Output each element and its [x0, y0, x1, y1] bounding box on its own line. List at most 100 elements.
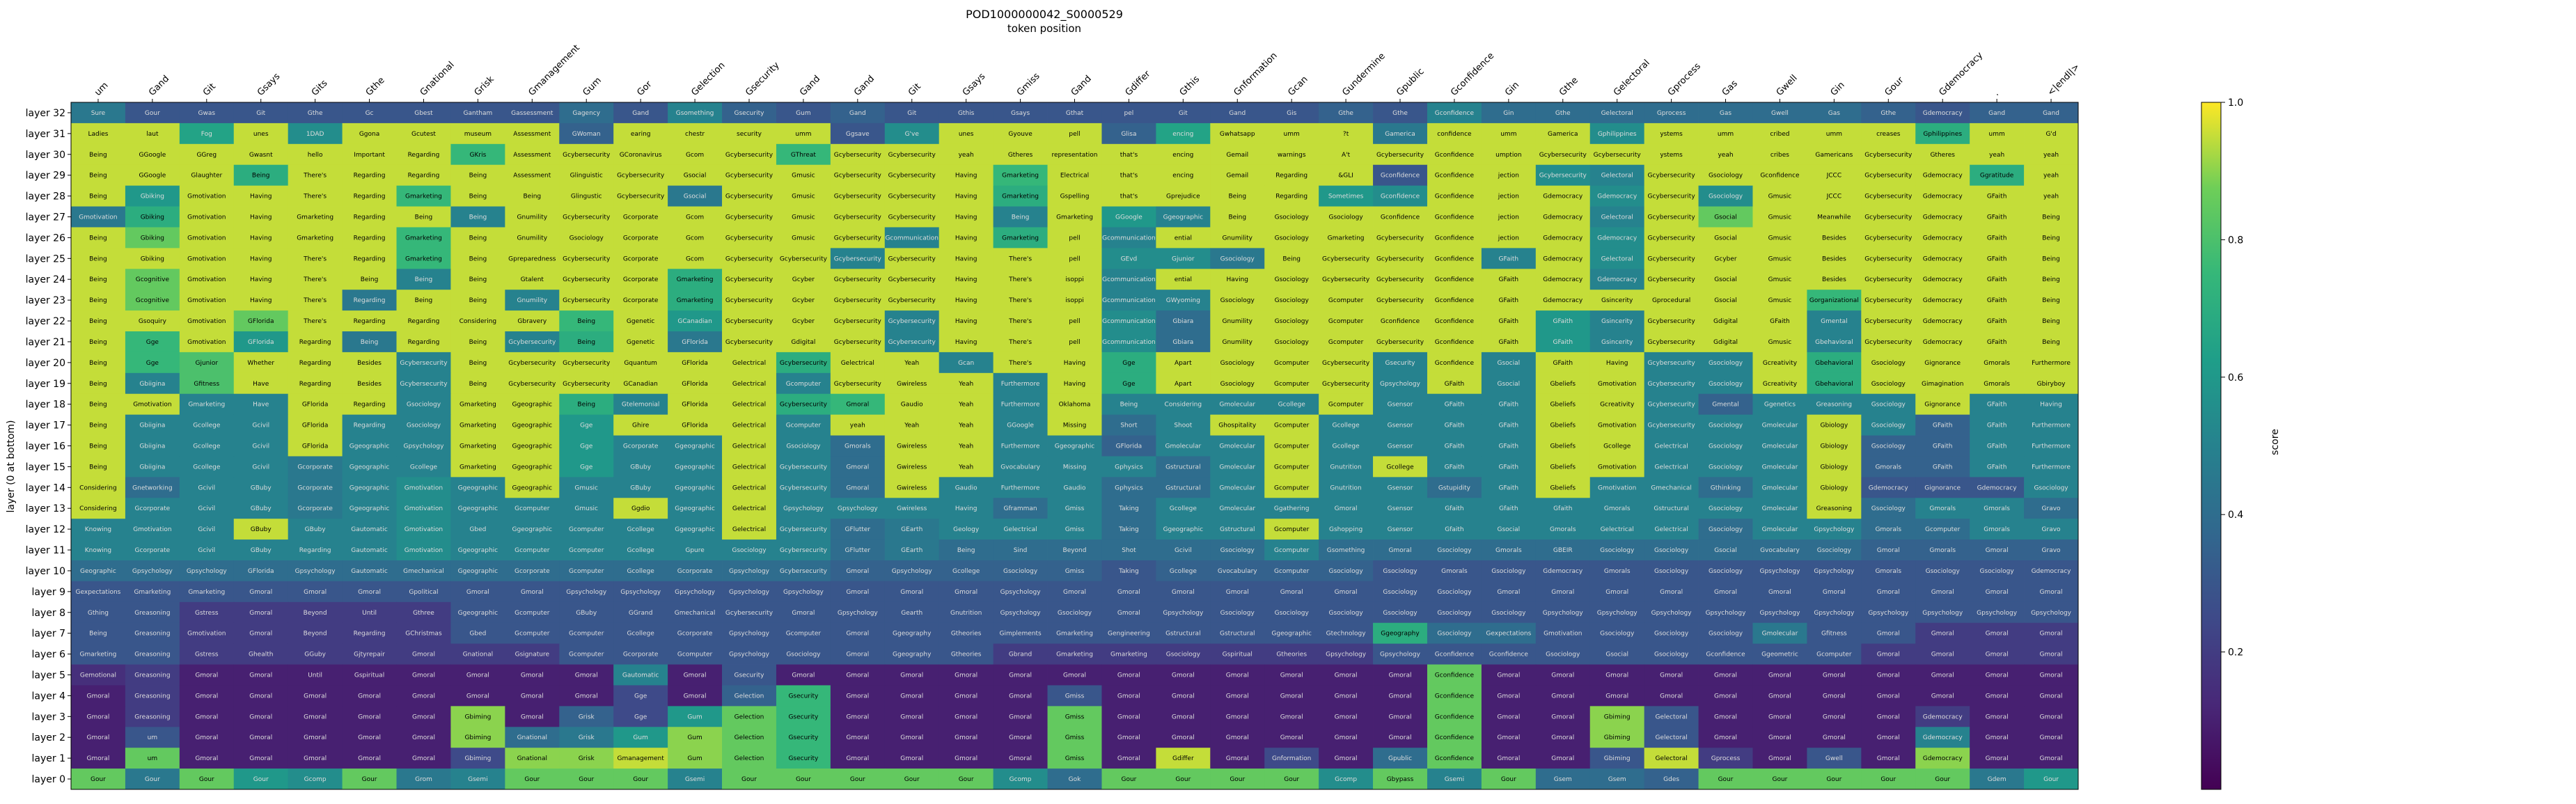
cell-token-label: Gdes — [1663, 776, 1679, 783]
heatmap-cell — [1047, 102, 1102, 124]
cell-token-label: Gmarketing — [80, 652, 117, 659]
cell-token-label: JCCC — [1826, 194, 1842, 200]
cell-token-label: Gconfidence — [1381, 318, 1420, 325]
cell-token-label: Gcybersecurity — [1864, 318, 1913, 325]
cell-token-label: Gprocess — [1711, 755, 1741, 762]
cell-token-label: Gour — [1121, 776, 1136, 783]
cell-token-label: Gnutrition — [1330, 484, 1361, 491]
cell-token-label: Gmoral — [195, 693, 218, 700]
cell-token-label: Gmoral — [1172, 589, 1195, 596]
cell-token-label: umm — [1284, 131, 1300, 138]
cell-token-label: Ggeographic — [350, 443, 390, 450]
heatmap-cell — [1481, 227, 1537, 249]
cell-token-label: Regarding — [408, 152, 440, 159]
heatmap-cell — [1210, 310, 1265, 332]
cell-token-label: Sometimes — [1328, 194, 1364, 200]
cell-token-label: Gcybersecurity — [888, 255, 936, 262]
cell-token-label: Gcybersecurity — [508, 381, 556, 388]
cell-token-label: Gmoral — [1389, 714, 1412, 720]
cell-token-label: Gmoral — [1389, 672, 1412, 679]
heatmap-cell — [2024, 164, 2079, 187]
cell-token-label: Assessment — [513, 131, 551, 138]
cell-token-label: Gmoral — [1117, 693, 1140, 700]
x-tick-label: Gnformation — [1232, 51, 1279, 98]
cell-token-label: encing — [1172, 131, 1193, 138]
cell-token-label: Gbeliefs — [1550, 423, 1576, 429]
cell-token-label: Gsociology — [1709, 423, 1743, 429]
cell-token-label: Gagency — [572, 110, 600, 117]
cell-token-label: Gconfidence — [1435, 297, 1475, 304]
cell-token-label: Gelectrical — [841, 360, 874, 367]
cell-token-label: Gour — [2043, 776, 2059, 783]
heatmap-cell — [1752, 185, 1807, 207]
cell-token-label: yeah — [1718, 152, 1733, 159]
cell-token-label: Gcorporate — [297, 505, 333, 512]
cell-token-label: Gsociology — [1275, 318, 1310, 325]
heatmap-cell — [722, 123, 777, 145]
colorbar-tick-label: 1.0 — [2228, 97, 2243, 109]
cell-token-label: Gpsychology — [132, 568, 173, 575]
cell-token-label: GFaith — [1553, 318, 1573, 325]
heatmap-cell — [1752, 310, 1807, 332]
heatmap-cell — [505, 206, 560, 228]
cell-token-label: There's — [303, 276, 327, 283]
heatmap-cell — [1210, 290, 1265, 311]
cell-token-label: Gbehavioral — [1815, 360, 1853, 367]
cell-token-label: Gsociology — [1383, 610, 1417, 617]
heatmap-cell — [1970, 164, 2025, 187]
cell-token-label: Gcom — [686, 235, 704, 242]
cell-token-label: Gour — [1175, 776, 1191, 783]
cell-token-label: Gsem — [1554, 776, 1572, 783]
heatmap-cell — [1047, 248, 1102, 269]
cell-token-label: Gcybersecurity — [834, 235, 882, 242]
colorbar-tick-label: 0.6 — [2228, 372, 2243, 384]
cell-token-label: Gum — [687, 734, 702, 741]
cell-token-label: Gmotivation — [187, 276, 226, 283]
cell-token-label: security — [737, 131, 762, 138]
cell-token-label: Gmarketing — [188, 402, 225, 409]
heatmap-cell — [125, 123, 180, 145]
cell-token-label: There's — [1008, 360, 1032, 367]
cell-token-label: Gcybersecurity — [834, 194, 882, 200]
heatmap-cell — [830, 102, 886, 124]
cell-token-label: Gmolecular — [1219, 402, 1255, 409]
cell-token-label: Having — [1064, 360, 1086, 367]
cell-token-label: Gdem — [1988, 776, 2006, 783]
cell-token-label: Gcybersecurity — [834, 339, 882, 346]
cell-token-label: um — [148, 734, 157, 741]
heatmap-cell — [450, 123, 505, 145]
cell-token-label: Gfaith — [1553, 505, 1572, 512]
cell-token-label: Gphilippines — [1923, 131, 1962, 138]
cell-token-label: Being — [89, 276, 107, 283]
cell-token-label: Gsociology — [1871, 402, 1906, 409]
cell-token-label: Ggeographic — [1271, 631, 1312, 638]
cell-token-label: Gmotivation — [187, 214, 226, 221]
cell-token-label: GFaith — [1499, 297, 1519, 304]
cell-token-label: Gdigital — [1713, 339, 1738, 346]
heatmap-cell — [1156, 123, 1211, 145]
cell-token-label: Gin — [1503, 110, 1514, 117]
cell-token-label: Gmiss — [1065, 526, 1085, 533]
heatmap-cell — [179, 310, 235, 332]
cell-token-label: Gstructural — [1165, 464, 1201, 471]
cell-token-label: Gmorals — [1984, 360, 2010, 367]
heatmap-cell — [71, 164, 126, 187]
heatmap-cell — [1752, 102, 1807, 124]
heatmap-cell — [396, 143, 451, 166]
cell-token-label: Ggeographic — [458, 610, 498, 617]
heatmap-cell — [71, 102, 126, 124]
cell-token-label: Gmoral — [955, 755, 977, 762]
cell-token-label: cribes — [1770, 152, 1789, 159]
heatmap-cell — [938, 331, 994, 353]
cell-token-label: Gsecurity — [735, 672, 765, 679]
cell-token-label: Gour — [1501, 776, 1516, 783]
cell-token-label: GFaith — [1933, 443, 1953, 450]
cell-token-label: Gemail — [1226, 173, 1248, 180]
cell-token-label: pell — [1069, 235, 1080, 242]
heatmap-cell — [1373, 269, 1428, 290]
cell-token-label: Gpsychology — [620, 589, 661, 596]
cell-token-label: Geographic — [80, 568, 116, 575]
heatmap-cell — [668, 248, 723, 269]
cell-token-label: GFaith — [1499, 402, 1519, 409]
cell-token-label: Gexpectations — [1486, 631, 1531, 638]
